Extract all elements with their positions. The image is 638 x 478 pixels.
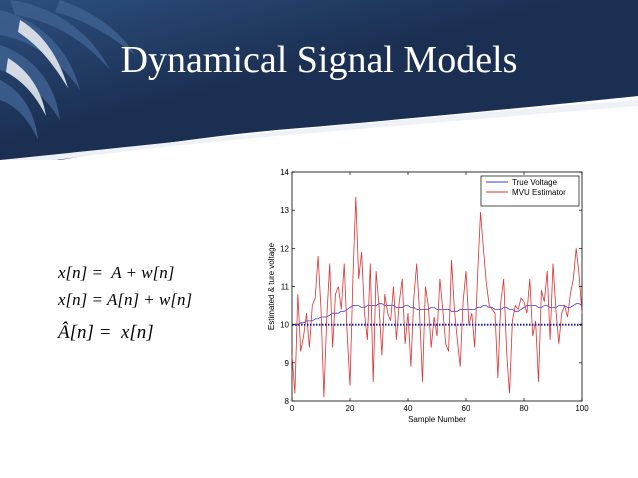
- y-tick-label: 12: [280, 244, 289, 253]
- legend-label: True Voltage: [512, 178, 558, 187]
- y-axis-label: Estimated & ture voltage: [267, 242, 276, 330]
- plot-frame: [291, 171, 583, 402]
- y-tick-label: 14: [280, 168, 289, 177]
- title-banner: [0, 0, 638, 160]
- y-tick-label: 9: [285, 359, 290, 368]
- legend-box: [480, 175, 580, 207]
- voltage-chart: 0 20 40 60 80 100 8 9 10 11 12 13 14 Sample Number Est…: [267, 168, 589, 424]
- y-tick-label: 10: [280, 321, 289, 330]
- x-axis-label: Sample Number: [408, 415, 466, 424]
- x-tick-label: 60: [462, 404, 471, 413]
- series-line-0: [292, 303, 583, 326]
- x-tick-label: 0: [290, 404, 295, 413]
- y-tick-label: 13: [280, 206, 289, 215]
- equation-dc-level: x[n] = A + w[n]: [58, 263, 175, 282]
- feather-highlights: [6, 20, 68, 116]
- x-tick-label: 20: [346, 404, 355, 413]
- y-tick-label: 8: [285, 397, 290, 406]
- banner-swoosh: [0, 100, 638, 160]
- equation-time-varying: x[n] = A[n] + w[n]: [58, 290, 193, 309]
- series-line-1: [291, 196, 583, 398]
- x-tick-label: 80: [520, 404, 529, 413]
- legend-label: MVU Estimator: [512, 188, 566, 197]
- equation-mvu-estimator: Â[n] = x[n]: [58, 322, 154, 343]
- slide-title: Dynamical Signal Models: [120, 39, 518, 81]
- x-tick-label: 100: [575, 404, 589, 413]
- x-tick-label: 40: [404, 404, 413, 413]
- banner-background: [0, 0, 638, 160]
- y-tick-label: 11: [281, 283, 290, 292]
